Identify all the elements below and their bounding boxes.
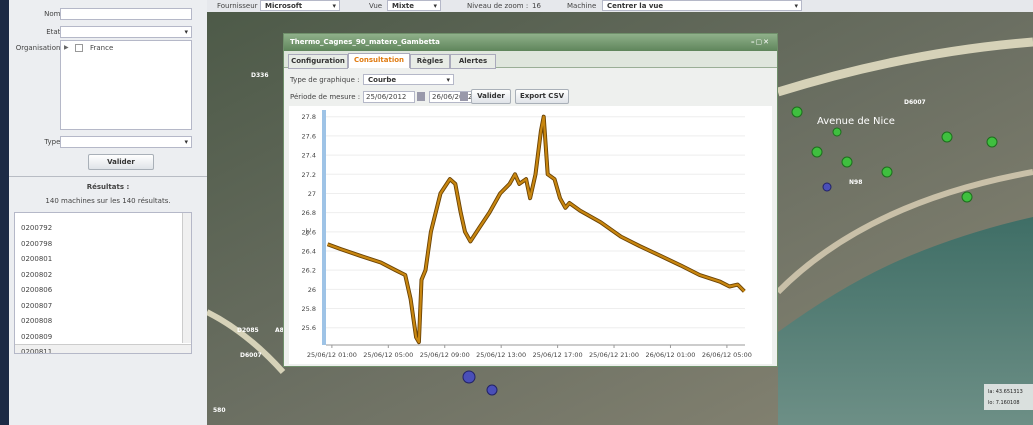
results-summary: 140 machines sur les 140 résultats.: [45, 197, 171, 205]
chart-window: Thermo_Cagnes_90_matero_Gambetta –▢✕ Con…: [283, 33, 778, 367]
map-label: D336: [251, 72, 269, 79]
nom-input[interactable]: [60, 8, 192, 20]
tree-expander[interactable]: ▶: [64, 44, 69, 51]
date-from[interactable]: 25/06/2012: [363, 91, 415, 103]
results-list: 0200792 0200798 0200801 0200802 0200806 02008…: [14, 212, 192, 354]
zoom-value: 16: [532, 2, 541, 10]
provider-select[interactable]: Microsoft: [260, 0, 340, 11]
view-label: Vue: [369, 2, 383, 10]
result-item[interactable]: 0200807: [21, 301, 53, 310]
machine-label: Machine: [567, 2, 597, 10]
type-label: Type de graphique :: [290, 76, 360, 84]
etat-label: Etat :: [46, 28, 65, 36]
date-picker-icon[interactable]: [460, 92, 468, 101]
tab[interactable]: Alertes: [450, 54, 496, 69]
tab[interactable]: Configuration: [288, 54, 348, 69]
result-item[interactable]: 0200809: [21, 332, 53, 341]
period-label: Période de mesure :: [290, 93, 361, 101]
etat-select[interactable]: [60, 26, 192, 38]
coord: la: 43.651313: [988, 389, 1023, 395]
tree-checkbox[interactable]: [75, 44, 83, 52]
export-button[interactable]: Export CSV: [515, 89, 569, 104]
window-titlebar: Thermo_Cagnes_90_matero_Gambetta –▢✕: [284, 34, 777, 51]
chart-area: [289, 106, 772, 364]
result-item[interactable]: 0200811: [21, 348, 53, 354]
machine-select[interactable]: Centrer la vue: [602, 0, 802, 11]
map-road: [207, 309, 286, 375]
result-item[interactable]: 0200798: [21, 239, 53, 248]
window-title: Thermo_Cagnes_90_matero_Gambetta: [290, 38, 440, 46]
chart-type-select[interactable]: Courbe: [363, 74, 454, 85]
map-label: D6007: [904, 99, 926, 106]
toolbar: Fournisseur Microsoft Vue Mixte Niveau d…: [207, 0, 1033, 12]
type-select[interactable]: [60, 136, 192, 148]
map-label: Avenue de Nice: [817, 116, 895, 127]
h-scrollbar[interactable]: [15, 344, 191, 353]
result-item[interactable]: 0200806: [21, 286, 53, 294]
validate-button[interactable]: Valider: [88, 154, 154, 170]
result-item[interactable]: 0200802: [21, 270, 53, 279]
map-sea: [778, 217, 1033, 425]
tree-item[interactable]: France: [90, 44, 114, 52]
coords-box: [984, 384, 1033, 410]
map-label: D6007: [240, 352, 262, 359]
organisation-label: Organisation :: [15, 44, 65, 52]
map-label: 580: [213, 407, 226, 414]
map-label: A8: [275, 327, 284, 334]
date-picker-icon[interactable]: [417, 92, 425, 101]
divider: [9, 176, 207, 177]
validate-button[interactable]: Valider: [471, 89, 511, 104]
zoom-label: Niveau de zoom :: [467, 2, 529, 10]
view-select[interactable]: Mixte: [387, 0, 441, 11]
tab[interactable]: Règles: [410, 54, 450, 69]
map-road: [776, 37, 1033, 97]
side-strip: [0, 0, 9, 425]
map-label: D2085: [237, 327, 259, 334]
result-item[interactable]: 0200808: [21, 317, 53, 325]
tab-active[interactable]: Consultation: [348, 53, 410, 68]
filter-panel: Nom : Etat : Organisation : ▶ France Typ…: [9, 0, 208, 425]
provider-label: Fournisseur: [217, 2, 258, 10]
map-road: [775, 169, 1033, 295]
map-label: N98: [849, 179, 862, 186]
map-markers: [791, 106, 998, 203]
organisation-tree: ▶ France: [60, 40, 192, 130]
result-item[interactable]: 0200792: [21, 224, 53, 232]
coord: lo: 7.160108: [988, 400, 1020, 406]
tab-bar: Configuration Consultation Règles Alerte…: [284, 51, 777, 69]
result-item[interactable]: 0200801: [21, 255, 53, 263]
results-title: Résultats :: [86, 183, 130, 191]
window-controls[interactable]: –▢✕: [751, 38, 770, 46]
v-scrollbar[interactable]: [182, 213, 191, 343]
map-markers: [462, 182, 832, 396]
type-label: Type :: [44, 138, 65, 146]
nom-label: Nom :: [44, 10, 65, 18]
